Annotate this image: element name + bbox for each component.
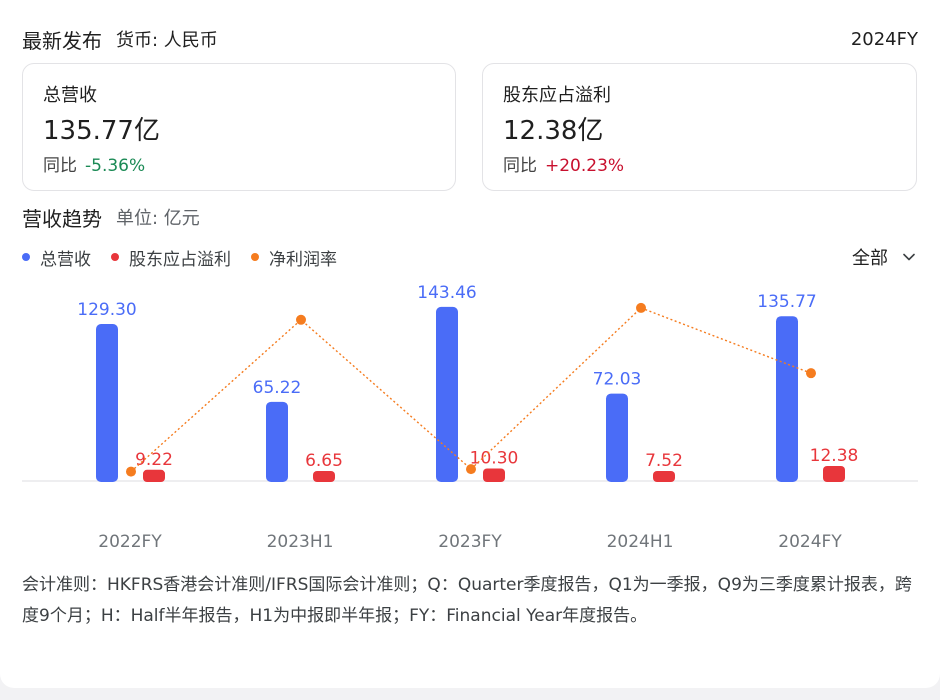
revenue-card-label: 总营收 <box>43 85 97 106</box>
x-tick-2023FY: 2023FY <box>438 532 502 552</box>
revenue-bar-2023H1 <box>266 401 288 482</box>
report-period: 2024FY <box>850 28 918 50</box>
revenue-yoy: 同比 -5.36% <box>43 154 455 178</box>
net-margin-line <box>130 307 812 473</box>
chevron-down-icon <box>903 253 915 261</box>
revenue-card-value: 135.77亿 <box>43 116 160 146</box>
x-tick-2023H1: 2023H1 <box>267 532 334 552</box>
profit-label-2024FY: 12.38 <box>810 446 859 466</box>
chart-legend: 总营收 股东应占溢利 净利润率 <box>22 244 357 270</box>
revenue-bar-2023FY <box>436 306 458 482</box>
revenue-card: 总营收 135.77亿 同比 -5.36% <box>22 63 456 191</box>
profit-label-2022FY: 9.22 <box>135 450 173 470</box>
revenue-label-2024FY: 135.77 <box>757 292 816 312</box>
revenue-label-2024H1: 72.03 <box>593 370 642 390</box>
legend-label-profit: 股东应占溢利 <box>129 249 231 270</box>
revenue-label-2023H1: 65.22 <box>253 378 302 398</box>
legend-dot-profit <box>111 253 119 261</box>
net-margin-point-2023FY <box>466 464 476 475</box>
revenue-label-2022FY: 129.30 <box>77 300 136 320</box>
net-margin-point-2024H1 <box>636 302 646 313</box>
legend-label-margin: 净利润率 <box>269 249 337 270</box>
revenue-label-2023FY: 143.46 <box>417 283 476 303</box>
profit-bar-2024H1 <box>653 471 675 482</box>
legend-label-revenue: 总营收 <box>40 249 91 270</box>
legend-item-profit[interactable]: 股东应占溢利 <box>111 245 231 270</box>
net-margin-point-2023H1 <box>296 314 306 325</box>
profit-yoy-value: +20.23% <box>545 156 625 176</box>
legend-item-revenue[interactable]: 总营收 <box>22 245 91 270</box>
profit-card-value: 12.38亿 <box>503 116 604 146</box>
trend-title: 营收趋势 <box>22 206 102 231</box>
legend-dot-margin <box>251 253 259 261</box>
accounting-footnote: 会计准则：HKFRS香港会计准则/IFRS国际会计准则；Q：Quarter季度报… <box>22 575 912 626</box>
summary-header: 最新发布 货币: 人民币 2024FY <box>22 24 918 54</box>
profit-label-2023FY: 10.30 <box>470 448 519 468</box>
profit-label-2023H1: 6.65 <box>305 451 343 471</box>
revenue-yoy-value: -5.36% <box>85 156 146 176</box>
period-filter-dropdown[interactable]: 全部 <box>852 244 916 270</box>
net-margin-point-2024FY <box>806 368 816 379</box>
profit-label-2024H1: 7.52 <box>645 451 683 471</box>
profit-card-label: 股东应占溢利 <box>503 85 611 106</box>
profit-bar-2023FY <box>483 468 505 482</box>
profit-card: 股东应占溢利 12.38亿 同比 +20.23% <box>482 63 917 191</box>
revenue-trend-chart: 129.30 9.22 2022FY 65.22 6.65 2023H1 143.46 10.… <box>22 283 918 552</box>
x-tick-2024FY: 2024FY <box>778 532 842 552</box>
currency-label: 货币: 人民币 <box>116 30 218 51</box>
x-tick-2022FY: 2022FY <box>98 532 162 552</box>
trend-header: 营收趋势 单位: 亿元 <box>22 202 200 232</box>
revenue-yoy-label: 同比 <box>43 156 77 176</box>
profit-bar-2023H1 <box>313 471 335 482</box>
legend-dot-revenue <box>22 253 30 261</box>
profit-bar-2022FY <box>143 469 165 482</box>
profit-yoy-label: 同比 <box>503 156 537 176</box>
trend-unit: 单位: 亿元 <box>116 208 200 229</box>
legend-item-margin[interactable]: 净利润率 <box>251 245 337 270</box>
net-margin-point-2022FY <box>126 466 136 477</box>
profit-yoy: 同比 +20.23% <box>503 154 916 178</box>
revenue-bar-2024H1 <box>606 393 628 482</box>
x-tick-2024H1: 2024H1 <box>607 532 674 552</box>
period-filter-label: 全部 <box>852 248 888 269</box>
section-title: 最新发布 <box>22 28 102 53</box>
revenue-bar-2022FY <box>96 324 118 482</box>
profit-bar-2024FY <box>823 465 845 482</box>
revenue-bar-2024FY <box>776 316 798 482</box>
